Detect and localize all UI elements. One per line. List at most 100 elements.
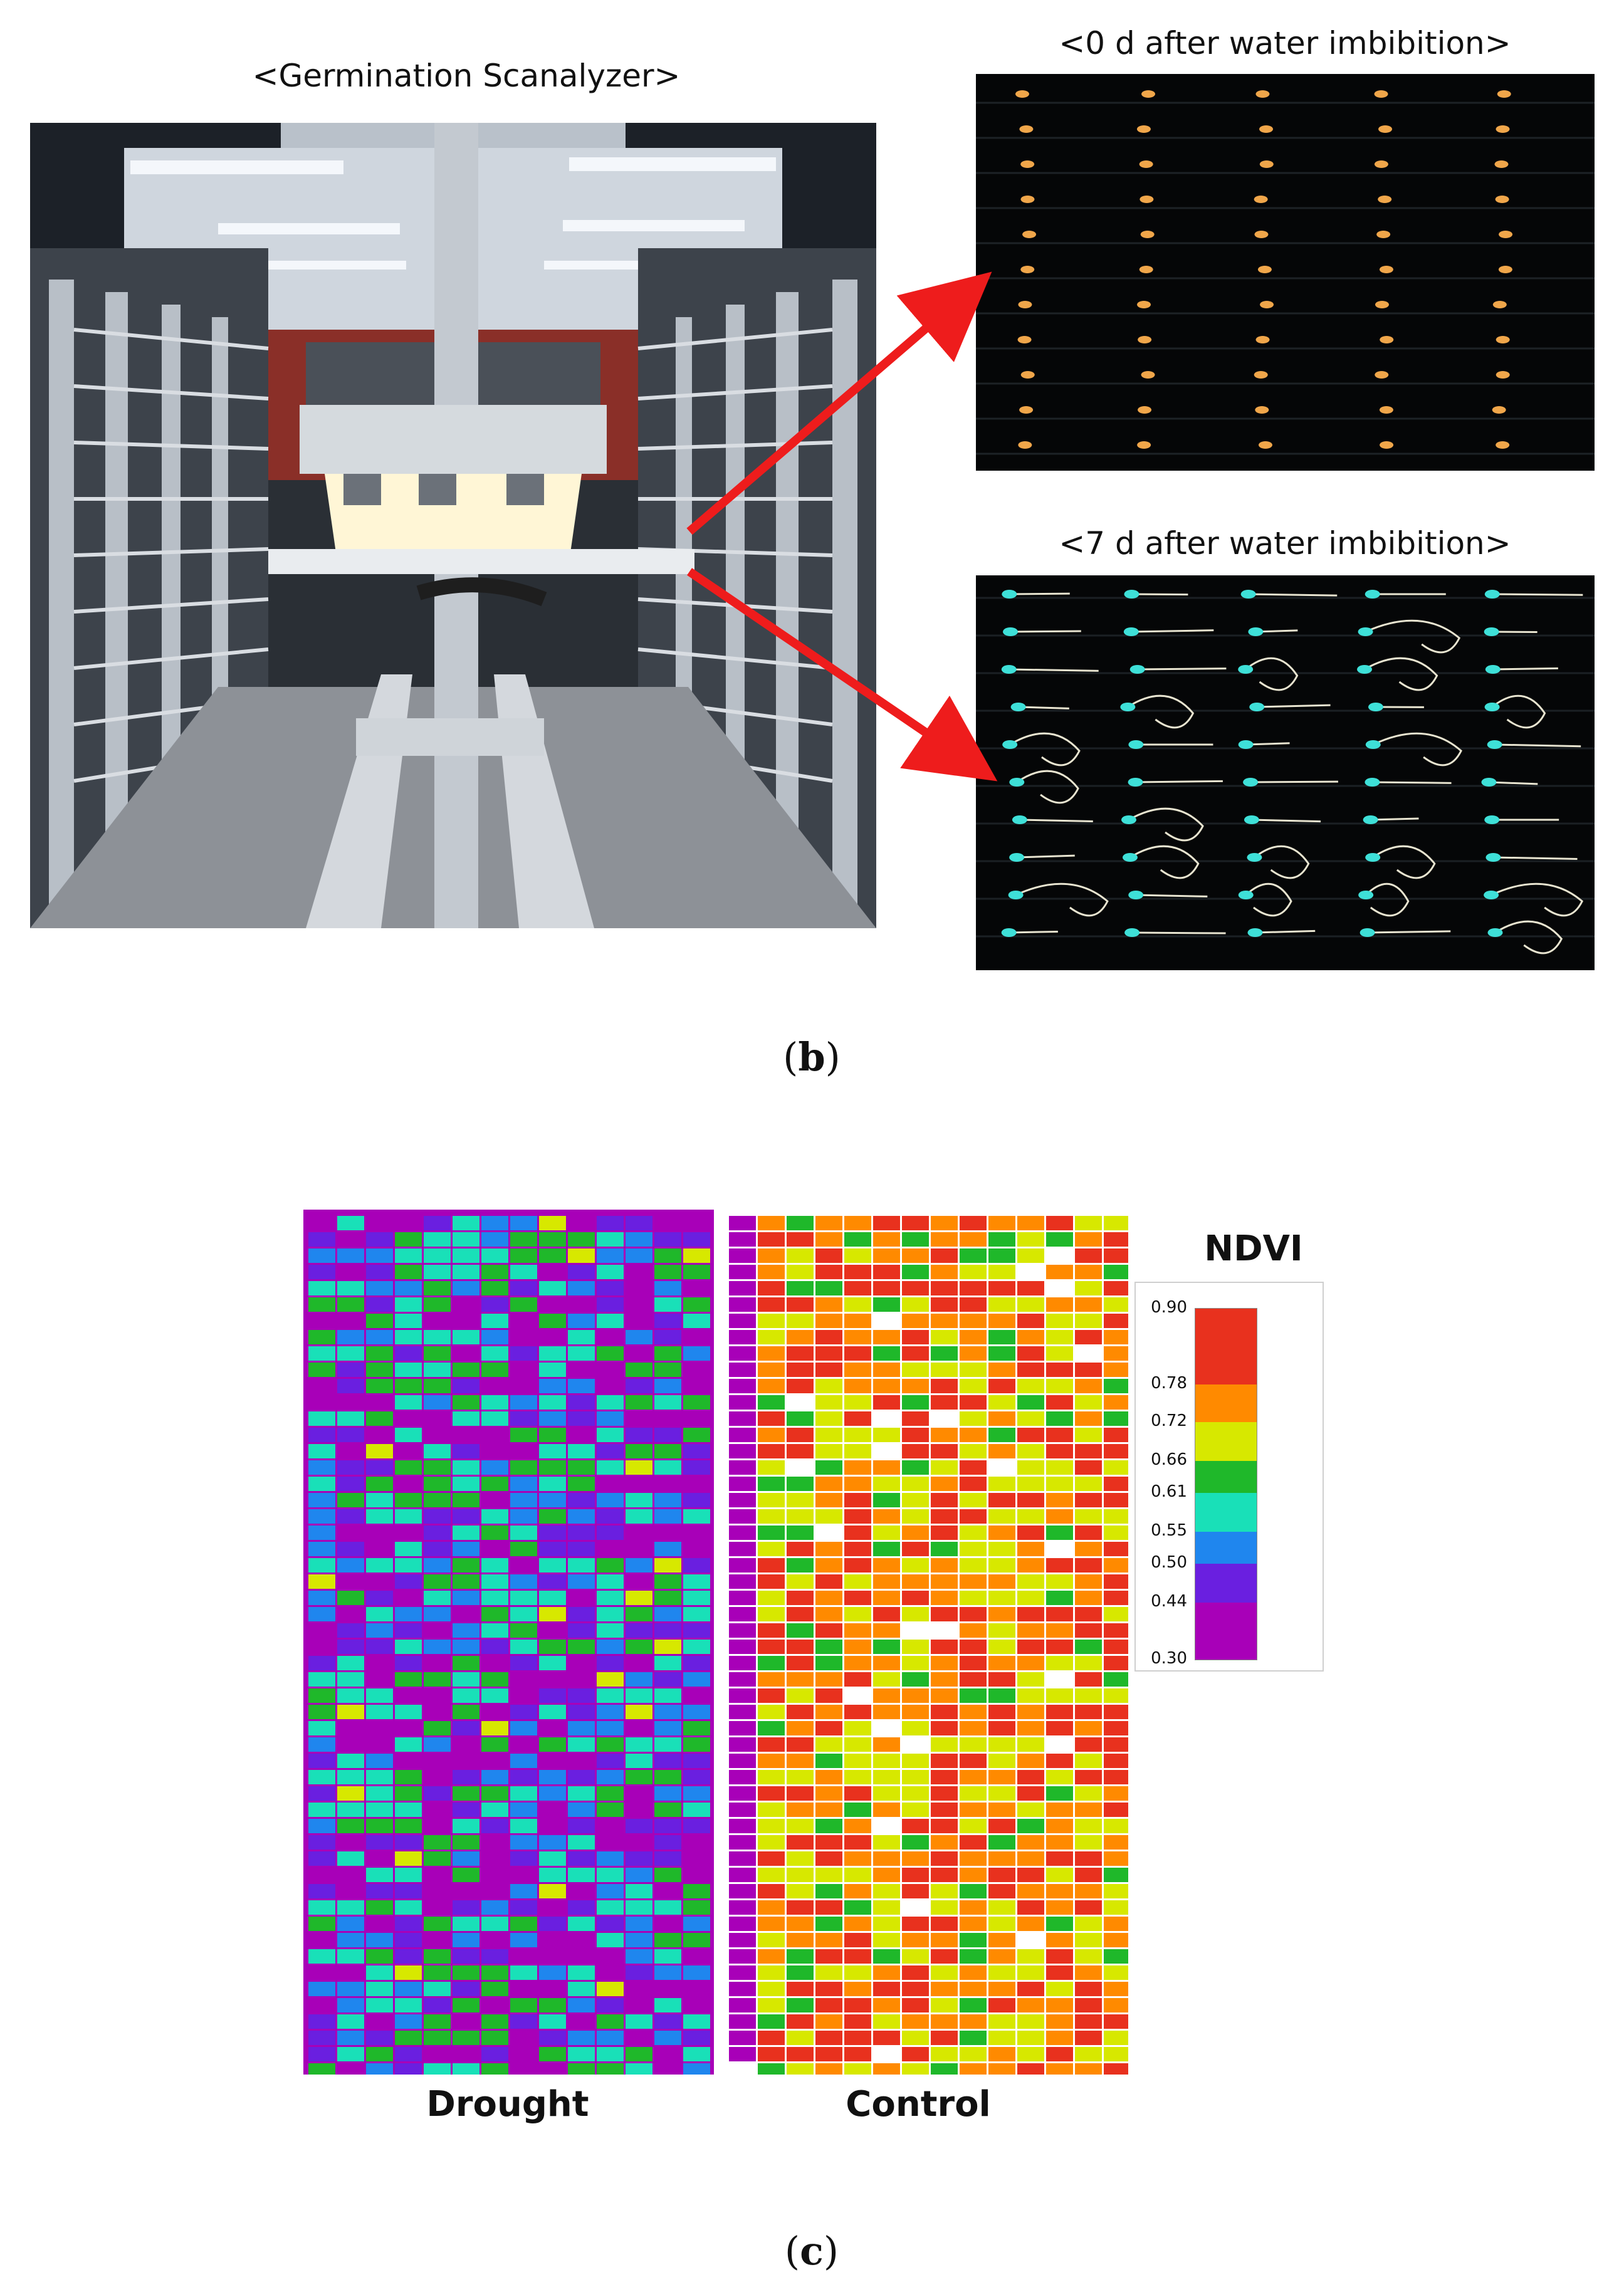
- ndvi-plot: [539, 1216, 566, 1230]
- ndvi-plot: [1075, 2031, 1102, 2045]
- ndvi-plot: [1046, 1851, 1073, 1866]
- ndvi-plot: [1075, 1803, 1102, 1817]
- seedling-shoot: [1481, 778, 1497, 787]
- ndvi-plot: [844, 1933, 871, 1947]
- seeds-0d-image: [976, 74, 1595, 471]
- ndvi-plot: [481, 2047, 508, 2061]
- ndvi-plot: [1104, 1477, 1128, 1491]
- ndvi-plot: [539, 1460, 566, 1475]
- ndvi-plot: [1017, 1395, 1044, 1410]
- ndvi-plot: [597, 1982, 624, 1996]
- ndvi-plot: [729, 2063, 756, 2075]
- ndvi-plot: [683, 1395, 710, 1410]
- ndvi-plot: [1075, 1509, 1102, 1524]
- ndvi-plot: [1104, 1803, 1128, 1817]
- ndvi-plot: [1017, 1265, 1044, 1279]
- ndvi-plot: [844, 1314, 871, 1328]
- ndvi-plot: [597, 1851, 624, 1866]
- ndvi-plot: [758, 1477, 785, 1491]
- ndvi-plot: [931, 1509, 958, 1524]
- ndvi-plot: [308, 1330, 335, 1344]
- ndvi-plot: [337, 2047, 364, 2061]
- ndvi-plot: [931, 1395, 958, 1410]
- ndvi-plot: [815, 1379, 842, 1393]
- ndvi-plot: [787, 1640, 814, 1654]
- ndvi-plot: [1104, 1607, 1128, 1621]
- ndvi-plot: [510, 1444, 537, 1458]
- seedling-root: [1254, 845, 1310, 879]
- seedling-root: [1245, 657, 1299, 691]
- ndvi-plot: [1104, 1900, 1128, 1915]
- ndvi-plot: [654, 1216, 681, 1230]
- ndvi-plot: [337, 1526, 364, 1540]
- ndvi-plot: [1104, 1737, 1128, 1752]
- ndvi-plot: [1075, 1900, 1102, 1915]
- ndvi-plot: [758, 1933, 785, 1947]
- ndvi-plot: [337, 1574, 364, 1589]
- ndvi-plot: [539, 1346, 566, 1361]
- ndvi-plot: [1104, 1297, 1128, 1312]
- ndvi-plot: [729, 1754, 756, 1768]
- ndvi-plot: [366, 1819, 393, 1833]
- ndvi-plot: [844, 1444, 871, 1458]
- ndvi-plot: [597, 1803, 624, 1817]
- seed: [1140, 231, 1155, 238]
- ndvi-plot: [960, 1428, 987, 1442]
- ndvi-swatch-6: [1195, 1532, 1257, 1564]
- seedling-root: [1131, 593, 1188, 596]
- ndvi-plot: [683, 1379, 710, 1393]
- ndvi-plot: [931, 1623, 958, 1638]
- ndvi-plot: [366, 1574, 393, 1589]
- seedling-root: [1129, 845, 1200, 879]
- ndvi-plot: [1075, 1558, 1102, 1573]
- ndvi-plot: [988, 1688, 1015, 1703]
- ndvi-plot: [902, 1640, 929, 1654]
- ndvi-plot: [626, 1998, 652, 2012]
- ndvi-plot: [1046, 1803, 1073, 1817]
- ndvi-plot: [510, 1884, 537, 1898]
- ndvi-tick-2: 0.72: [1151, 1411, 1187, 1430]
- ndvi-plot: [960, 1917, 987, 1931]
- ndvi-plot: [729, 1803, 756, 1817]
- ndvi-plot: [424, 1477, 451, 1491]
- ndvi-plot: [683, 1558, 710, 1573]
- ndvi-plot: [654, 1428, 681, 1442]
- ndvi-plot: [424, 1297, 451, 1312]
- ndvi-plot: [510, 1917, 537, 1931]
- ndvi-plot: [902, 1884, 929, 1898]
- ndvi-plot: [510, 1330, 537, 1344]
- ndvi-plot: [758, 2047, 785, 2061]
- ndvi-plot: [481, 1444, 508, 1458]
- ndvi-plot: [902, 1591, 929, 1605]
- ndvi-plot: [453, 1786, 479, 1801]
- ndvi-plot: [510, 1509, 537, 1524]
- ndvi-plot: [960, 1346, 987, 1361]
- ndvi-plot: [481, 1656, 508, 1670]
- ndvi-plot: [815, 1672, 842, 1687]
- ndvi-plot: [395, 1868, 422, 1882]
- ndvi-plot: [960, 1248, 987, 1263]
- ndvi-plot: [902, 1395, 929, 1410]
- ndvi-plot: [597, 1379, 624, 1393]
- ndvi-plot: [1075, 1574, 1102, 1589]
- ndvi-plot: [729, 1411, 756, 1426]
- ndvi-plot: [931, 1851, 958, 1866]
- panel-label-b-open: (: [783, 1034, 799, 1080]
- ndvi-plot: [568, 1688, 595, 1703]
- ndvi-plot: [787, 1493, 814, 1507]
- ndvi-plot: [931, 1477, 958, 1491]
- ndvi-plot: [539, 1330, 566, 1344]
- seed: [1020, 371, 1035, 379]
- ndvi-plot: [337, 1411, 364, 1426]
- ndvi-plot: [395, 1232, 422, 1247]
- control-label: Control: [846, 2084, 991, 2125]
- ndvi-plot: [815, 1591, 842, 1605]
- ndvi-plot: [539, 1558, 566, 1573]
- ndvi-plot: [960, 1509, 987, 1524]
- ndvi-plot: [902, 1460, 929, 1475]
- ndvi-plot: [729, 1770, 756, 1784]
- ndvi-plot: [453, 2031, 479, 2045]
- ndvi-plot: [597, 1574, 624, 1589]
- ndvi-plot: [366, 1526, 393, 1540]
- ndvi-plot: [366, 1982, 393, 1996]
